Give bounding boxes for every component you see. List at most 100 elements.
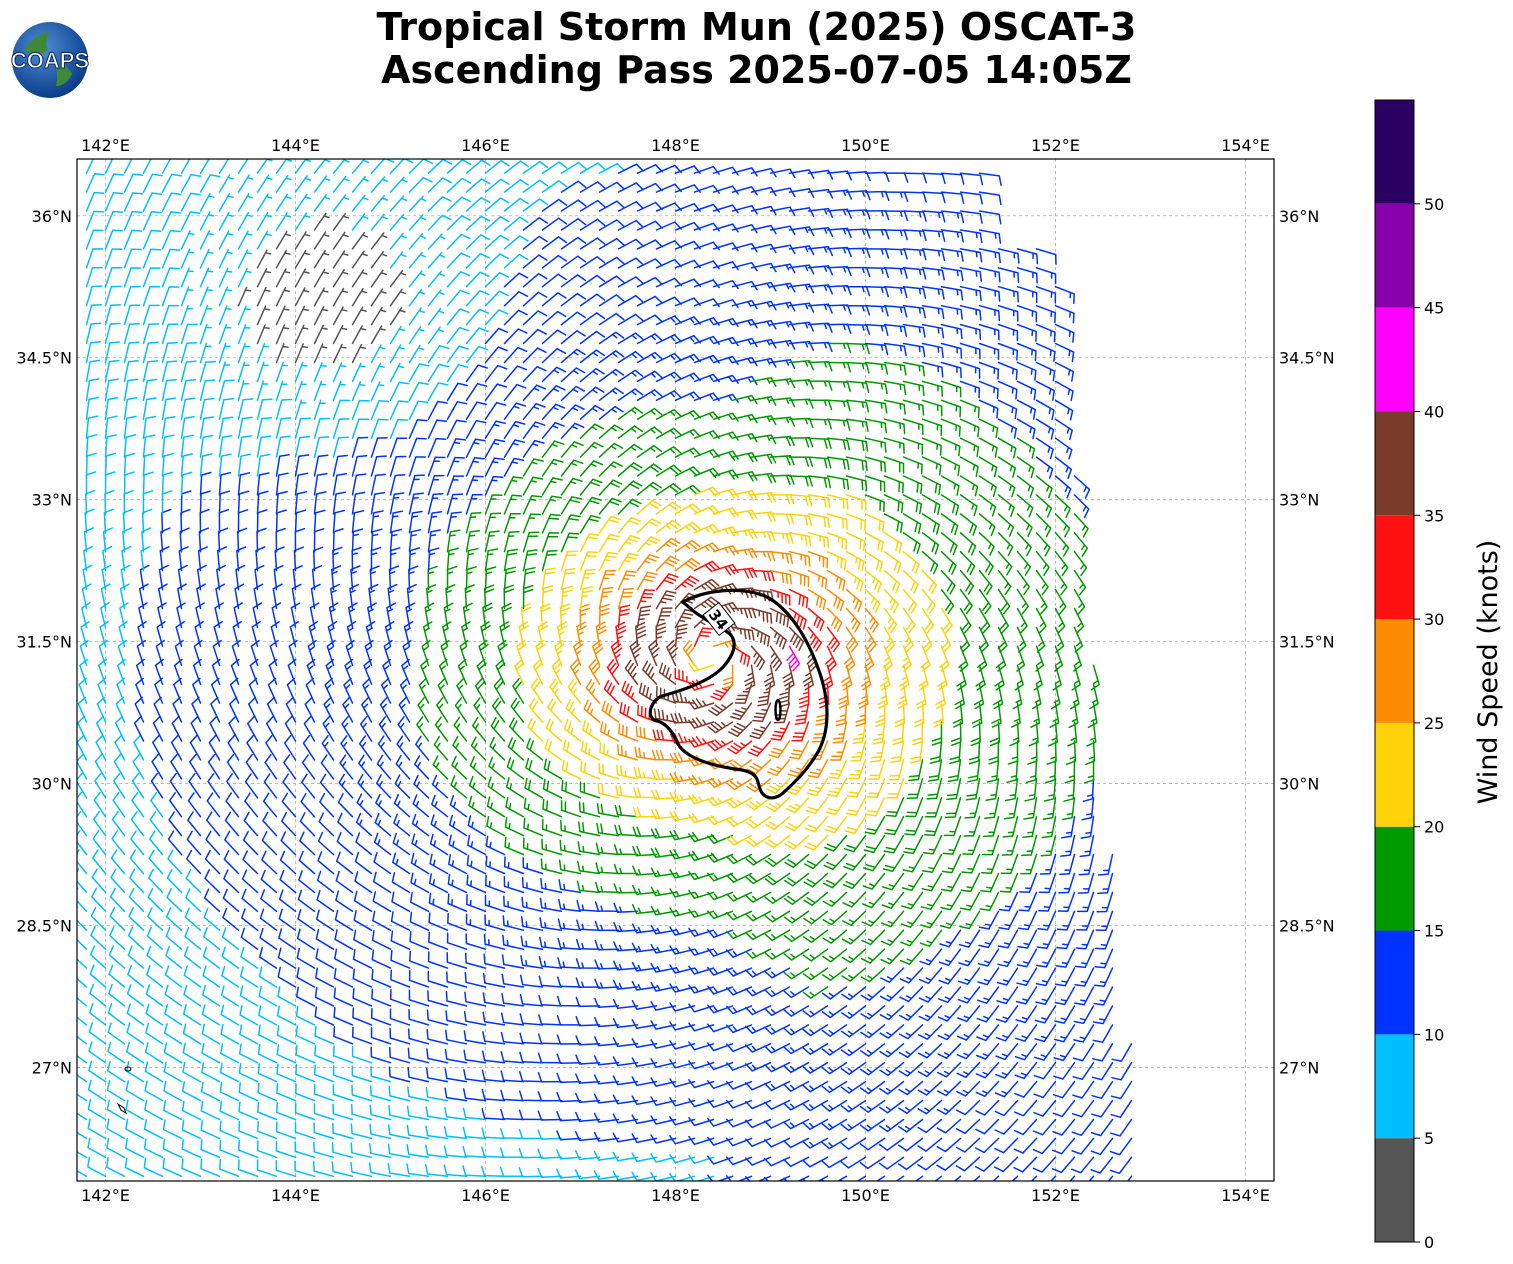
wind-barb <box>77 1054 88 1064</box>
wind-barb <box>579 603 590 629</box>
wind-barb <box>976 986 1000 1004</box>
wind-barb <box>902 513 922 535</box>
wind-barb <box>183 984 202 1007</box>
wind-barb <box>613 844 639 856</box>
wind-barb <box>579 496 602 515</box>
wind-barb <box>353 890 373 913</box>
wind-barb <box>276 1102 297 1121</box>
wind-barb <box>392 852 411 875</box>
wind-barb <box>707 739 734 752</box>
wind-barb <box>917 1156 943 1171</box>
wind-barb <box>503 328 528 345</box>
wind-barb <box>257 1082 278 1102</box>
wind-barb <box>947 759 962 783</box>
wind-barb <box>897 1156 924 1171</box>
wind-barb <box>237 361 250 383</box>
wind-barb <box>189 753 202 780</box>
wind-barb <box>864 267 890 279</box>
wind-barb <box>510 697 525 723</box>
wind-barb <box>917 1137 943 1152</box>
wind-barb <box>593 1093 620 1104</box>
wind-barb <box>454 697 468 723</box>
wind-barb <box>313 194 331 212</box>
wind-barb <box>332 473 348 496</box>
wind-barb <box>322 715 335 742</box>
wind-barb <box>503 856 525 875</box>
wind-barb <box>332 213 350 231</box>
wind-barb <box>636 589 656 610</box>
wind-barb <box>712 526 739 537</box>
wind-barb <box>228 715 240 742</box>
wind-barb <box>940 456 961 477</box>
wind-barb <box>902 267 927 280</box>
wind-barb <box>1055 948 1076 968</box>
wind-barb <box>467 835 487 856</box>
wind-barb <box>522 837 544 856</box>
wind-barb <box>275 398 293 420</box>
wind-barb <box>1016 304 1038 323</box>
wind-barb <box>674 623 688 648</box>
wind-barb <box>802 1137 829 1149</box>
wind-barb <box>332 287 348 307</box>
wind-barb <box>617 201 644 212</box>
wind-barb <box>118 621 128 648</box>
wind-barb <box>123 285 141 307</box>
wind-barb <box>136 639 146 667</box>
wind-barb <box>465 308 490 326</box>
wind-barb <box>655 501 682 515</box>
wind-barb <box>826 456 850 471</box>
wind-barb <box>335 890 354 913</box>
wind-barb <box>615 784 639 799</box>
wind-barb <box>427 307 445 326</box>
wind-barb <box>265 734 278 761</box>
wind-barb <box>579 441 604 458</box>
wind-barb <box>389 400 409 420</box>
wind-barb <box>104 159 114 174</box>
wind-barb <box>957 967 981 985</box>
wind-barb <box>883 532 903 554</box>
wind-barb <box>313 417 331 439</box>
wind-barb <box>170 734 183 761</box>
wind-barb <box>745 910 772 922</box>
wind-barb <box>465 345 489 364</box>
wind-barb <box>617 350 644 364</box>
wind-barb <box>978 285 1001 302</box>
wind-barb <box>883 380 907 396</box>
wind-barb <box>152 734 164 761</box>
wind-barb <box>351 213 369 231</box>
wind-barb <box>750 531 776 542</box>
wind-barb <box>845 569 864 592</box>
wind-barb <box>860 967 886 983</box>
wind-barb <box>883 607 898 634</box>
wind-barb <box>333 968 354 988</box>
wind-barb <box>503 439 525 458</box>
wind-barb <box>446 932 468 950</box>
wind-barb <box>77 849 88 875</box>
wind-barb <box>1014 664 1024 691</box>
wind-barb <box>845 361 870 374</box>
wind-barb <box>769 645 783 672</box>
wind-barb <box>446 456 466 477</box>
wind-barb <box>503 179 529 193</box>
wind-barb <box>1035 380 1055 401</box>
wind-barb <box>85 266 103 288</box>
wind-barb <box>940 418 961 437</box>
wind-barb <box>256 268 272 288</box>
wind-barb <box>503 160 529 174</box>
wind-barb <box>446 177 472 193</box>
wind-barb <box>942 834 962 855</box>
wind-barb <box>558 879 582 894</box>
wind-barb <box>902 285 927 299</box>
wind-barb <box>997 342 1019 361</box>
wind-barb <box>432 755 449 780</box>
wind-barb <box>923 815 943 837</box>
wind-barb <box>220 1043 240 1064</box>
coaps-logo: COAPS <box>10 22 90 98</box>
wind-barb <box>1004 778 1019 802</box>
wind-barb <box>997 494 1015 518</box>
wind-barb <box>560 385 586 402</box>
wind-barb <box>802 1024 829 1037</box>
wind-barb <box>764 1080 791 1092</box>
wind-barb <box>707 872 734 882</box>
wind-barb <box>712 185 739 195</box>
